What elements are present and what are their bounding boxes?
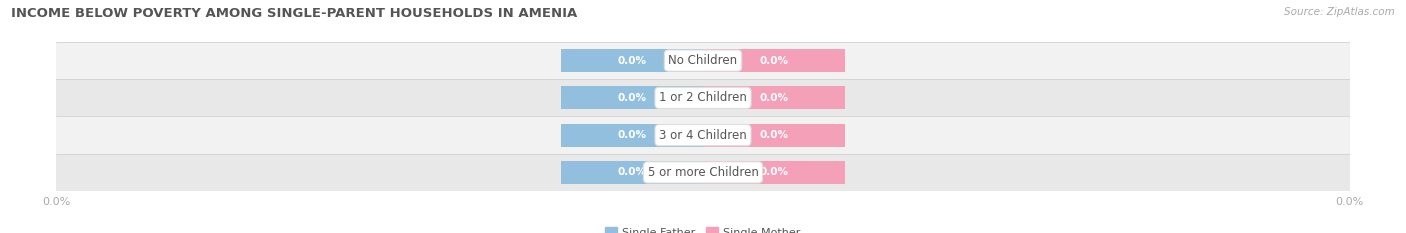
Text: INCOME BELOW POVERTY AMONG SINGLE-PARENT HOUSEHOLDS IN AMENIA: INCOME BELOW POVERTY AMONG SINGLE-PARENT… [11,7,578,20]
Text: 0.0%: 0.0% [617,130,647,140]
Text: 0.0%: 0.0% [617,56,647,65]
Text: Source: ZipAtlas.com: Source: ZipAtlas.com [1284,7,1395,17]
Text: 0.0%: 0.0% [759,93,789,103]
Bar [56,154,1350,191]
Bar [561,123,703,147]
Text: 0.0%: 0.0% [617,168,647,177]
Bar [561,49,703,72]
Text: 1 or 2 Children: 1 or 2 Children [659,91,747,104]
Text: 0.0%: 0.0% [617,93,647,103]
Text: 5 or more Children: 5 or more Children [648,166,758,179]
Bar [703,49,845,72]
Bar [703,86,845,110]
Bar [703,161,845,184]
Bar [561,86,703,110]
Bar [56,42,1350,79]
Bar [56,79,1350,116]
Legend: Single Father, Single Mother: Single Father, Single Mother [600,223,806,233]
Bar [703,123,845,147]
Text: 3 or 4 Children: 3 or 4 Children [659,129,747,142]
Text: 0.0%: 0.0% [759,168,789,177]
Text: 0.0%: 0.0% [759,130,789,140]
Bar [56,116,1350,154]
Bar [561,161,703,184]
Text: 0.0%: 0.0% [759,56,789,65]
Text: No Children: No Children [668,54,738,67]
